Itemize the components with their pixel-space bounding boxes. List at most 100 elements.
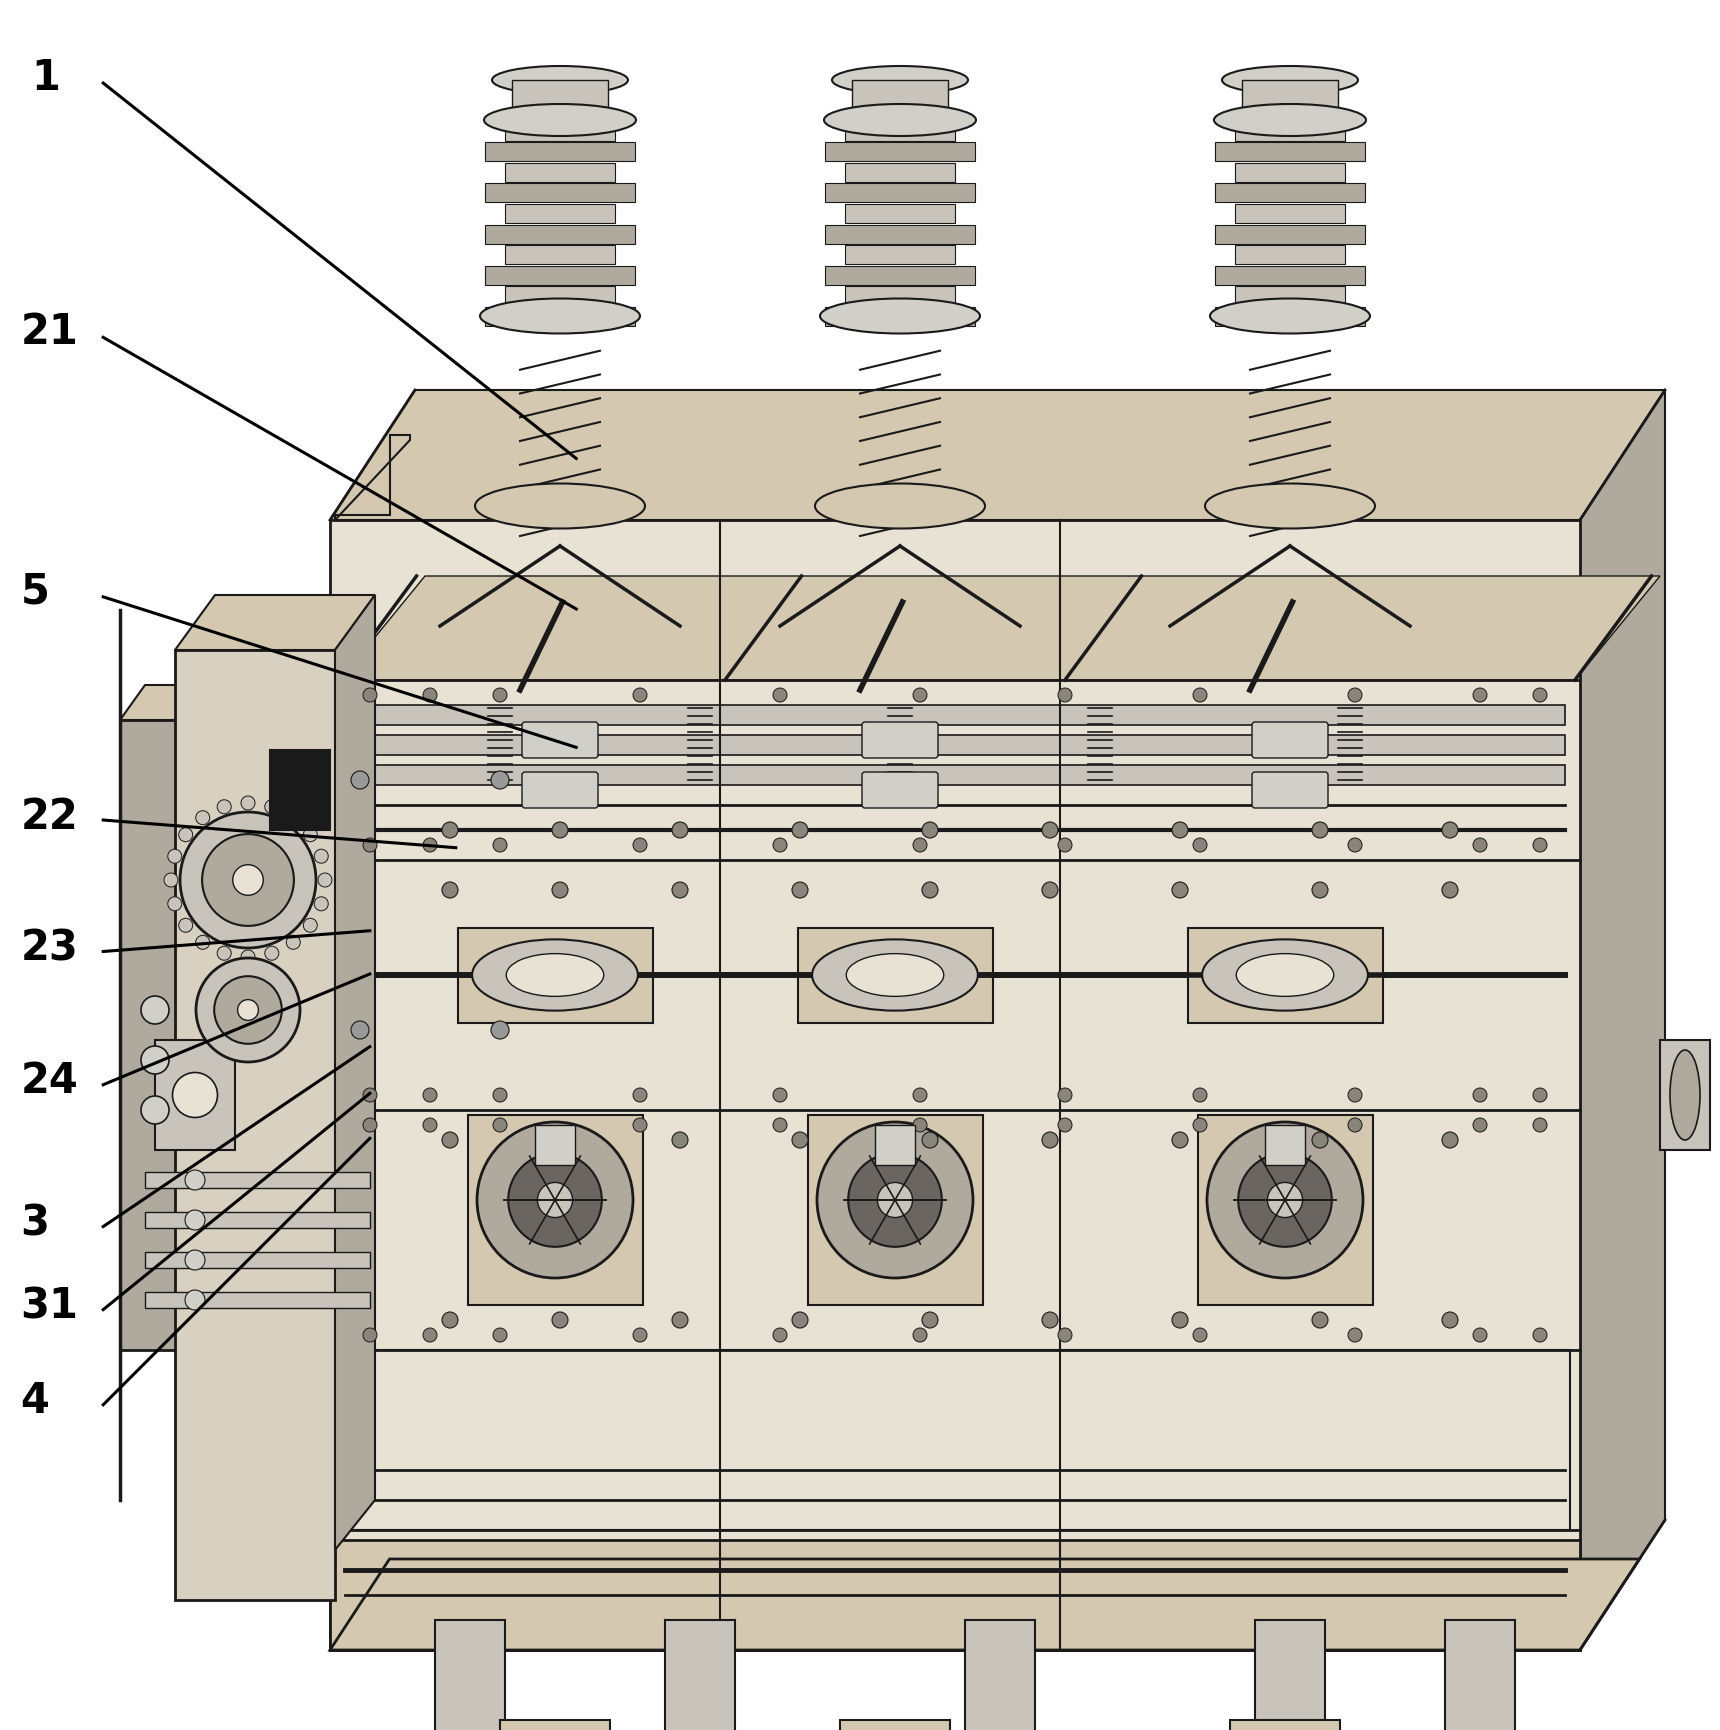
Ellipse shape bbox=[877, 1182, 913, 1218]
Ellipse shape bbox=[494, 1329, 507, 1342]
Ellipse shape bbox=[203, 834, 294, 926]
Bar bbox=[144, 1213, 370, 1228]
FancyBboxPatch shape bbox=[521, 721, 599, 758]
Bar bbox=[155, 1040, 236, 1150]
Ellipse shape bbox=[442, 822, 458, 837]
Ellipse shape bbox=[812, 939, 979, 1010]
Ellipse shape bbox=[490, 1021, 509, 1040]
Ellipse shape bbox=[423, 1118, 437, 1131]
Ellipse shape bbox=[791, 882, 808, 898]
Ellipse shape bbox=[315, 896, 329, 910]
Text: 31: 31 bbox=[21, 1285, 79, 1327]
Ellipse shape bbox=[303, 827, 316, 843]
Bar bbox=[1235, 246, 1345, 265]
Bar bbox=[1235, 163, 1345, 182]
Ellipse shape bbox=[673, 1131, 688, 1149]
Ellipse shape bbox=[1472, 837, 1488, 851]
Bar bbox=[826, 266, 975, 285]
Text: 3: 3 bbox=[21, 1202, 50, 1244]
Ellipse shape bbox=[1348, 837, 1362, 851]
Ellipse shape bbox=[363, 837, 377, 851]
Ellipse shape bbox=[913, 1088, 927, 1102]
Ellipse shape bbox=[169, 849, 182, 863]
Bar bbox=[506, 287, 616, 306]
Ellipse shape bbox=[1042, 822, 1058, 837]
Ellipse shape bbox=[172, 1073, 217, 1118]
Ellipse shape bbox=[1312, 1131, 1328, 1149]
Bar bbox=[485, 142, 635, 161]
Ellipse shape bbox=[1472, 1329, 1488, 1342]
Bar bbox=[175, 650, 335, 1600]
Polygon shape bbox=[1581, 389, 1665, 1650]
Bar bbox=[845, 163, 955, 182]
Bar bbox=[535, 1124, 574, 1164]
Ellipse shape bbox=[265, 799, 279, 813]
Ellipse shape bbox=[1171, 1311, 1189, 1329]
Ellipse shape bbox=[442, 1131, 458, 1149]
Bar bbox=[826, 306, 975, 325]
Polygon shape bbox=[335, 434, 409, 521]
Bar bbox=[346, 735, 1565, 754]
Ellipse shape bbox=[363, 689, 377, 702]
Bar bbox=[666, 1619, 734, 1730]
Ellipse shape bbox=[507, 1154, 602, 1247]
Ellipse shape bbox=[1194, 1329, 1207, 1342]
Ellipse shape bbox=[913, 1329, 927, 1342]
Ellipse shape bbox=[913, 1118, 927, 1131]
Ellipse shape bbox=[141, 1097, 169, 1124]
Ellipse shape bbox=[1221, 66, 1359, 93]
Ellipse shape bbox=[241, 950, 255, 964]
Ellipse shape bbox=[791, 822, 808, 837]
Ellipse shape bbox=[1042, 1311, 1058, 1329]
Ellipse shape bbox=[480, 299, 640, 334]
Bar bbox=[1264, 1124, 1305, 1164]
Bar bbox=[1660, 1040, 1710, 1150]
Ellipse shape bbox=[196, 936, 210, 950]
Bar bbox=[798, 927, 992, 1022]
Ellipse shape bbox=[318, 874, 332, 887]
Ellipse shape bbox=[1058, 1088, 1072, 1102]
Ellipse shape bbox=[1058, 1329, 1072, 1342]
Ellipse shape bbox=[351, 772, 370, 789]
Ellipse shape bbox=[1312, 882, 1328, 898]
Bar bbox=[506, 204, 616, 223]
Ellipse shape bbox=[363, 1118, 377, 1131]
Ellipse shape bbox=[196, 958, 299, 1062]
Bar bbox=[1230, 1720, 1340, 1730]
Ellipse shape bbox=[820, 299, 980, 334]
Ellipse shape bbox=[1472, 689, 1488, 702]
Bar bbox=[826, 225, 975, 244]
Ellipse shape bbox=[303, 919, 316, 932]
Ellipse shape bbox=[772, 837, 788, 851]
Bar bbox=[1214, 142, 1366, 161]
Bar bbox=[1197, 1116, 1373, 1304]
Ellipse shape bbox=[286, 811, 301, 825]
Ellipse shape bbox=[1348, 689, 1362, 702]
Ellipse shape bbox=[483, 104, 636, 137]
Text: 24: 24 bbox=[21, 1060, 79, 1102]
Ellipse shape bbox=[1348, 1088, 1362, 1102]
Bar bbox=[1187, 927, 1383, 1022]
Bar bbox=[1235, 121, 1345, 140]
Bar bbox=[1235, 287, 1345, 306]
Ellipse shape bbox=[673, 822, 688, 837]
Ellipse shape bbox=[1441, 1131, 1459, 1149]
Ellipse shape bbox=[265, 946, 279, 960]
Text: 4: 4 bbox=[21, 1381, 50, 1422]
Ellipse shape bbox=[1194, 837, 1207, 851]
Ellipse shape bbox=[633, 689, 647, 702]
Text: 23: 23 bbox=[21, 927, 79, 969]
Ellipse shape bbox=[1209, 299, 1371, 334]
Bar bbox=[501, 1720, 611, 1730]
Bar bbox=[485, 306, 635, 325]
Ellipse shape bbox=[633, 1329, 647, 1342]
Ellipse shape bbox=[1533, 1118, 1546, 1131]
FancyBboxPatch shape bbox=[862, 721, 937, 758]
Polygon shape bbox=[330, 389, 1665, 521]
Ellipse shape bbox=[1058, 689, 1072, 702]
Text: 22: 22 bbox=[21, 796, 79, 837]
Ellipse shape bbox=[1237, 953, 1333, 996]
Ellipse shape bbox=[772, 1329, 788, 1342]
Ellipse shape bbox=[922, 822, 937, 837]
Ellipse shape bbox=[186, 1209, 205, 1230]
